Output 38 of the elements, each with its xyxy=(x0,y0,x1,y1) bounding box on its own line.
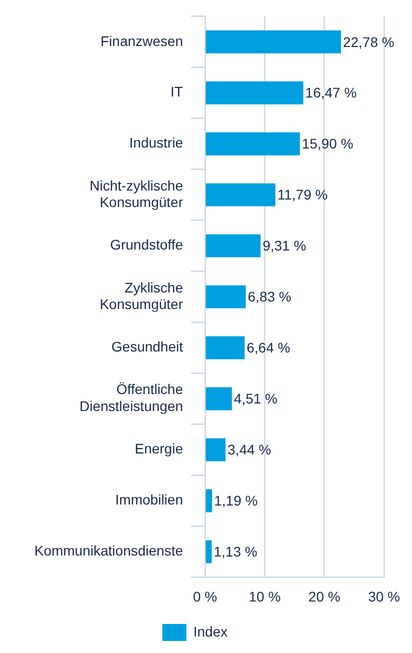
bar xyxy=(206,285,246,308)
bar xyxy=(206,183,276,206)
bar xyxy=(206,234,261,258)
data-label: 16,47 % xyxy=(305,84,357,101)
y-tick-label: IT xyxy=(170,84,184,100)
y-tick-label: Nicht-zyklische Konsumgüter xyxy=(90,177,184,210)
bar xyxy=(206,438,226,462)
data-label: 6,83 % xyxy=(248,288,292,305)
bar xyxy=(206,30,341,54)
bar xyxy=(206,132,300,156)
data-label: 1,13 % xyxy=(214,544,258,560)
bar xyxy=(206,540,212,564)
x-tick-label: 0 % xyxy=(192,588,218,604)
data-label: 4,51 % xyxy=(234,390,278,407)
y-tick-label: Grundstoffe xyxy=(110,236,184,253)
y-tick-label: Finanzwesen xyxy=(100,32,183,49)
data-label: 22,78 % xyxy=(342,34,394,50)
x-tick-label: 10 % xyxy=(248,588,281,604)
bar xyxy=(206,81,304,104)
y-tick-label: Öffentliche Dienstleistungen xyxy=(79,381,184,414)
y-tick-label: Zyklische Konsumgüter xyxy=(100,279,184,312)
x-tick-label: 20 % xyxy=(308,588,340,604)
data-label: 6,64 % xyxy=(246,340,290,356)
data-label: 11,79 % xyxy=(277,186,328,203)
y-tick-label: Gesundheit xyxy=(111,338,184,355)
y-tick-label: Industrie xyxy=(129,134,184,151)
bar xyxy=(206,387,232,410)
data-label: 15,90 % xyxy=(302,136,354,152)
bar xyxy=(206,489,212,512)
y-tick-label: Immobilien xyxy=(115,492,183,508)
data-label: 3,44 % xyxy=(228,442,272,458)
x-tick-label: 30 % xyxy=(368,588,400,604)
data-label: 1,19 % xyxy=(214,492,258,509)
y-tick-label: Energie xyxy=(134,440,184,457)
bar xyxy=(206,336,245,360)
legend-label: Index xyxy=(193,623,228,640)
y-tick-label: Kommunikationsdienste xyxy=(34,542,184,559)
data-label: 9,31 % xyxy=(262,238,306,254)
